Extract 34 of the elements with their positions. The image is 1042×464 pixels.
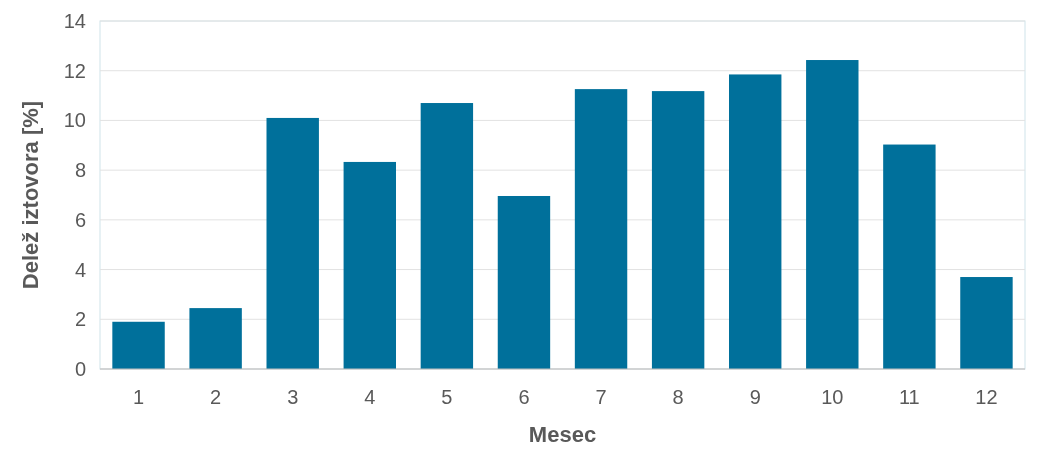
x-tick-label: 1 (132, 386, 145, 408)
y-tick-label: 2 (74, 308, 86, 331)
bar (112, 321, 165, 369)
bar (189, 308, 242, 369)
bar (420, 103, 474, 369)
x-tick-label: 10 (821, 386, 844, 408)
x-tick-label: 11 (898, 386, 920, 408)
y-tick-label: 12 (63, 59, 86, 82)
y-tick-label: 0 (74, 358, 86, 380)
bar (266, 117, 319, 369)
bar (497, 195, 551, 369)
bar (651, 91, 705, 369)
y-tick-label: 4 (74, 258, 86, 281)
bar (883, 144, 936, 369)
bar (806, 60, 859, 369)
bar (729, 74, 782, 369)
bar (574, 89, 628, 369)
x-tick-label: 7 (595, 386, 607, 408)
y-tick-label: 10 (63, 109, 86, 132)
x-tick-label: 8 (672, 386, 684, 408)
x-tick-label: 3 (287, 386, 299, 408)
bar (960, 277, 1013, 369)
x-tick-label: 12 (975, 386, 998, 408)
y-tick-label: 8 (74, 159, 86, 182)
y-tick-label: 14 (63, 10, 86, 32)
x-tick-label: 5 (441, 386, 453, 408)
y-tick-label: 6 (74, 208, 86, 231)
x-tick-label: 4 (364, 386, 376, 408)
x-axis-title: Mesec (528, 422, 597, 447)
x-tick-label: 6 (518, 386, 530, 408)
x-tick-label: 9 (749, 386, 761, 408)
y-axis-title: Delež iztovora [%] (18, 100, 43, 290)
bar (343, 161, 396, 369)
x-tick-label: 2 (210, 386, 222, 408)
